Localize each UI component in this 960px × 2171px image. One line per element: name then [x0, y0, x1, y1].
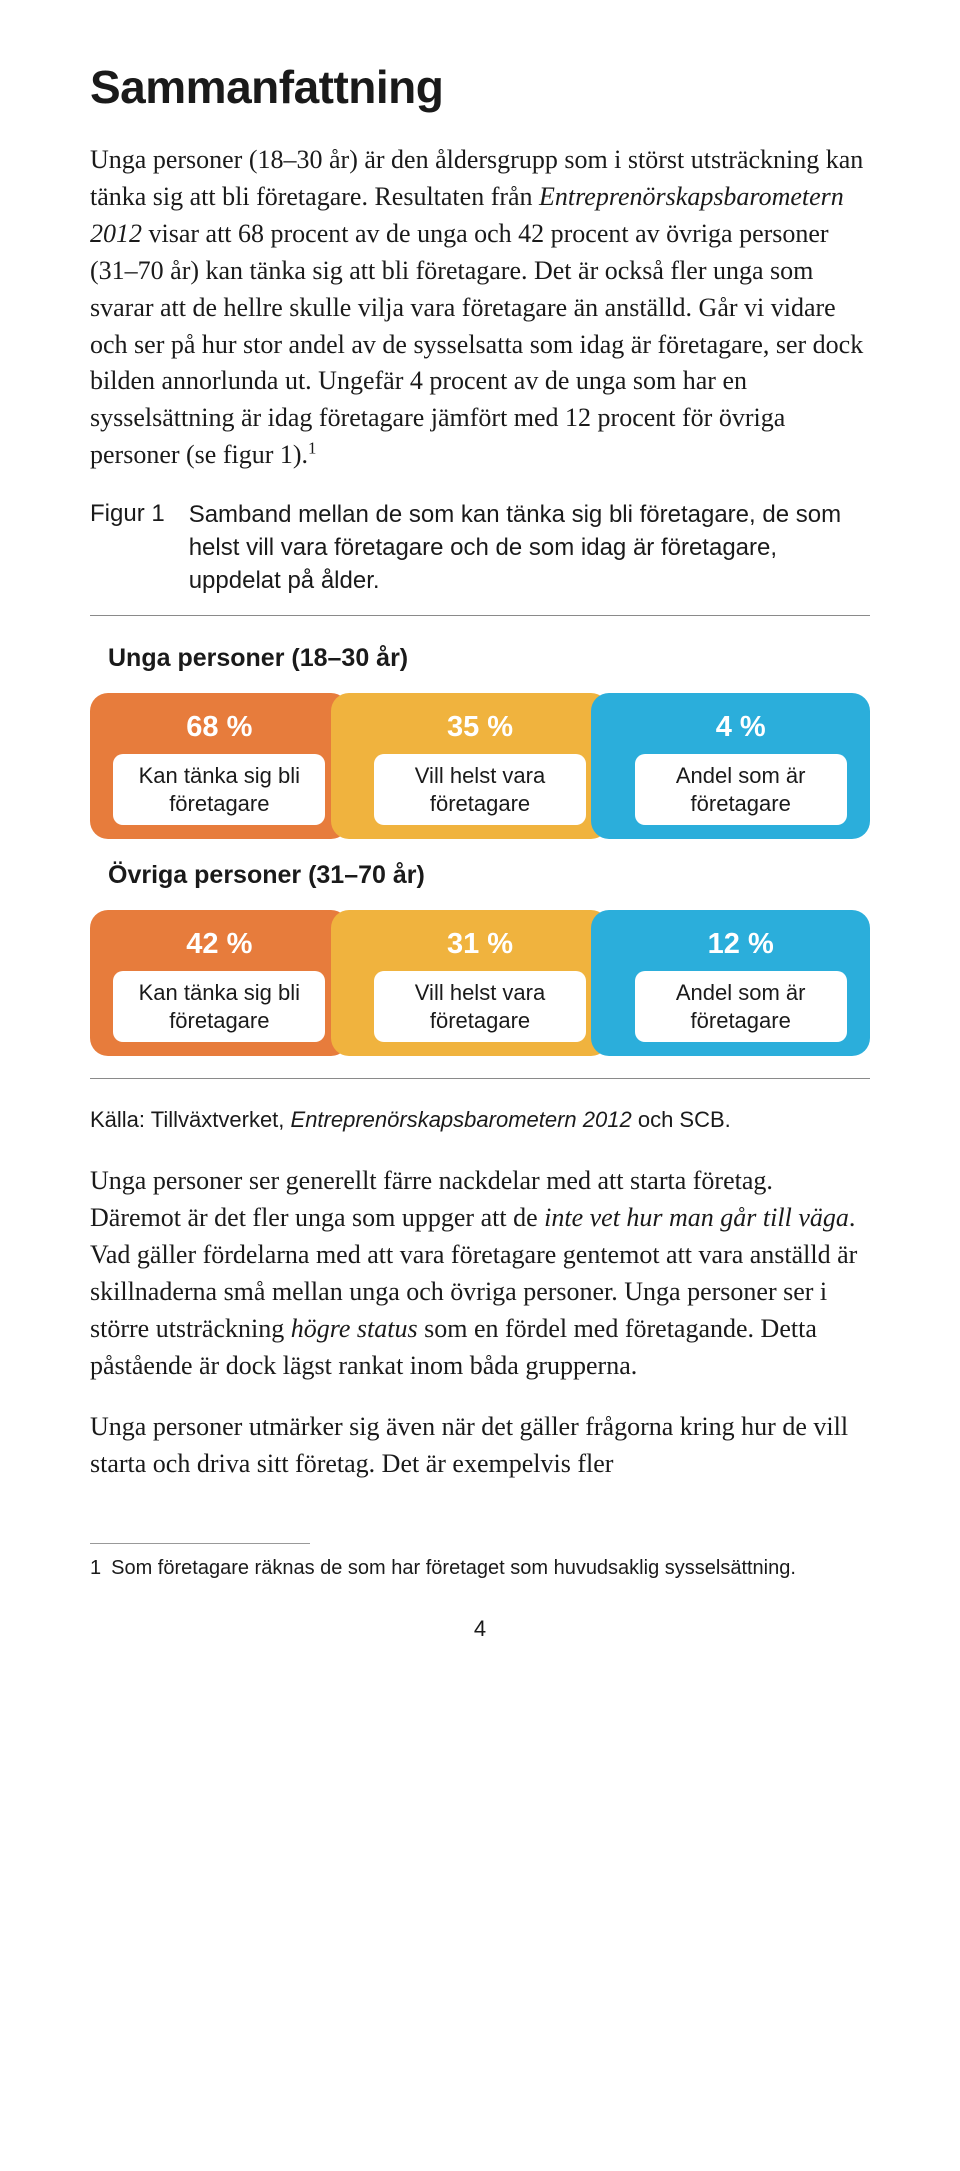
- figure-source: Källa: Tillväxtverket, Entreprenörskapsb…: [90, 1107, 870, 1133]
- text-run: visar att 68 procent av de unga och 42 p…: [90, 219, 863, 469]
- arrow-label: Andel som är företagare: [635, 754, 847, 825]
- arrow-label: Vill helst vara företagare: [374, 754, 586, 825]
- arrow-box: 35 % Vill helst vara företagare: [331, 693, 610, 839]
- footnote-divider: [90, 1543, 310, 1544]
- arrow-percent: 35 %: [365, 711, 596, 744]
- intro-paragraph: Unga personer (18–30 år) är den åldersgr…: [90, 142, 870, 474]
- page-number: 4: [90, 1616, 870, 1642]
- body-paragraph: Unga personer ser generellt färre nackde…: [90, 1163, 870, 1384]
- arrow-box: 42 % Kan tänka sig bli företagare: [90, 910, 349, 1056]
- arrow-box: 68 % Kan tänka sig bli företagare: [90, 693, 349, 839]
- infographic: Unga personer (18–30 år) 68 % Kan tänka si…: [90, 644, 870, 1056]
- figure-caption: Samband mellan de som kan tänka sig bli …: [189, 498, 870, 597]
- group-title: Övriga personer (31–70 år): [108, 861, 870, 890]
- text-italic: högre status: [291, 1314, 418, 1343]
- group-title: Unga personer (18–30 år): [108, 644, 870, 673]
- arrow-row: 68 % Kan tänka sig bli företagare 35 % Vill…: [90, 693, 870, 839]
- arrow-percent: 42 %: [104, 928, 335, 961]
- arrow-box: 31 % Vill helst vara företagare: [331, 910, 610, 1056]
- arrow-label: Andel som är företagare: [635, 971, 847, 1042]
- text-italic: Entreprenörskapsbarometern 2012: [291, 1107, 632, 1132]
- arrow-percent: 4 %: [625, 711, 856, 744]
- footnote-ref: 1: [308, 439, 316, 458]
- arrow-label: Kan tänka sig bli företagare: [113, 754, 325, 825]
- footnote: 1 Som företagare räknas de som har föret…: [90, 1554, 870, 1582]
- body-paragraph: Unga personer utmärker sig även när det …: [90, 1409, 870, 1483]
- divider: [90, 1078, 870, 1079]
- arrow-label: Kan tänka sig bli företagare: [113, 971, 325, 1042]
- arrow-percent: 31 %: [365, 928, 596, 961]
- figure-label: Figur 1: [90, 498, 165, 597]
- arrow-box: 12 % Andel som är företagare: [591, 910, 870, 1056]
- arrow-row: 42 % Kan tänka sig bli företagare 31 % Vill…: [90, 910, 870, 1056]
- text-run: Källa: Tillväxtverket,: [90, 1107, 291, 1132]
- divider: [90, 615, 870, 616]
- figure-header: Figur 1 Samband mellan de som kan tänka …: [90, 498, 870, 597]
- arrow-label: Vill helst vara företagare: [374, 971, 586, 1042]
- arrow-box: 4 % Andel som är företagare: [591, 693, 870, 839]
- page-title: Sammanfattning: [90, 60, 870, 114]
- arrow-percent: 12 %: [625, 928, 856, 961]
- footnote-text: Som företagare räknas de som har företag…: [111, 1554, 796, 1582]
- footnote-number: 1: [90, 1554, 101, 1582]
- arrow-percent: 68 %: [104, 711, 335, 744]
- text-run: och SCB.: [632, 1107, 731, 1132]
- text-italic: inte vet hur man går till väga: [544, 1203, 849, 1232]
